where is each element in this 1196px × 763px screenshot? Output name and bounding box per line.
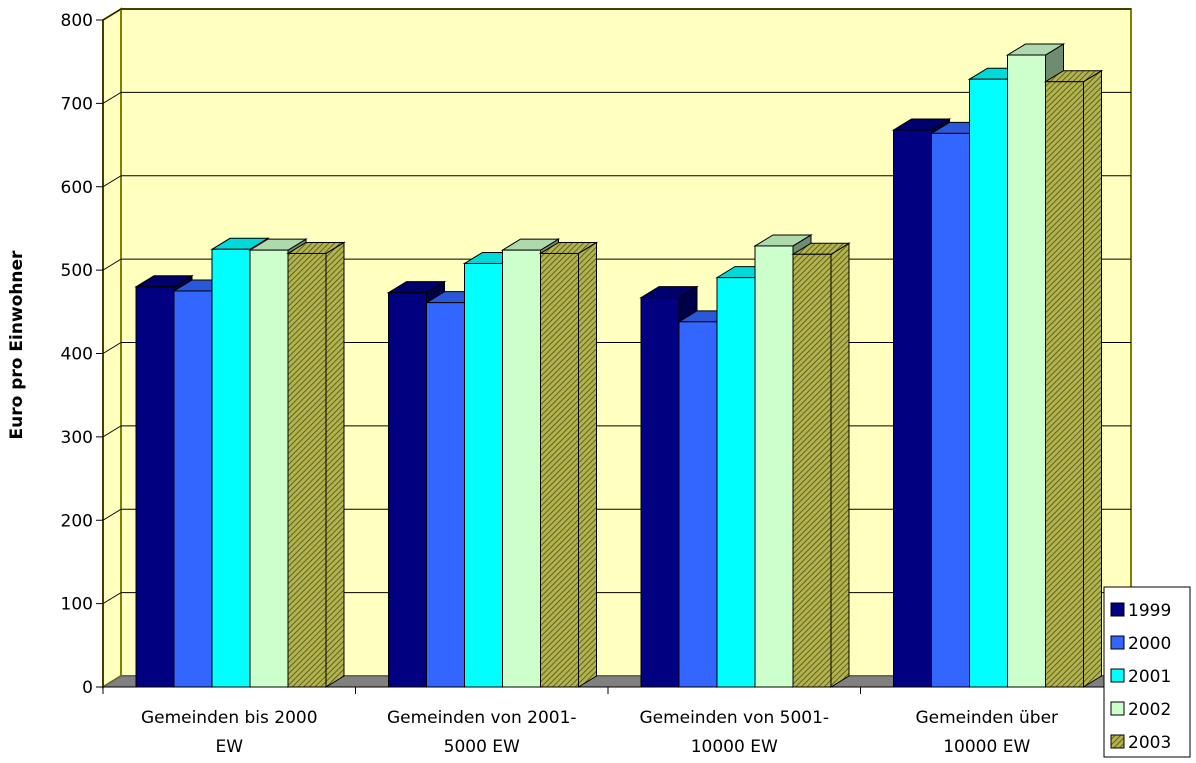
y-tick-label: 300 (61, 428, 93, 448)
bar-front (464, 262, 503, 688)
y-axis-label: Euro pro Einwohner (7, 250, 27, 440)
gridline-side (102, 508, 122, 521)
legend-label: 1999 (1128, 601, 1171, 621)
y-tick-label: 400 (61, 345, 93, 365)
x-category-label: Gemeinden von 2001- (387, 708, 577, 728)
legend-swatch (1110, 668, 1125, 683)
gridline-side (102, 258, 122, 271)
bar-front (754, 245, 794, 688)
legend-label: 2001 (1128, 667, 1171, 687)
legend-swatch (1110, 635, 1125, 650)
y-tick-label: 0 (82, 678, 93, 698)
x-category-labels: Gemeinden bis 2000 EW Gemeinden von 2001- 5… (141, 708, 1058, 757)
gridline-side (102, 8, 122, 21)
bar-front (1007, 54, 1046, 688)
gridline-side (102, 91, 122, 104)
bar-side (1083, 69, 1102, 688)
bar (538, 241, 599, 688)
y-tick-label: 800 (61, 11, 93, 31)
legend-label: 2002 (1128, 700, 1171, 720)
bar-front (388, 292, 427, 688)
gridline-side (102, 175, 122, 188)
bar-front (249, 249, 289, 688)
legend-swatch (1110, 602, 1125, 617)
bar-front (931, 132, 970, 688)
legend-swatch (1110, 701, 1125, 716)
y-tick-labels: 0 100 200 300 400 500 600 700 800 (61, 11, 93, 698)
bar (791, 242, 851, 688)
y-tick-label: 500 (61, 261, 93, 281)
x-category-label: Gemeinden von 5001- (639, 708, 829, 728)
bar-front (426, 302, 465, 688)
y-tick-label: 200 (61, 511, 93, 531)
x-category-label: Gemeinden über (915, 708, 1058, 728)
bar-front (893, 129, 932, 688)
x-category-label: EW (215, 737, 243, 757)
bar-front (135, 286, 175, 688)
bar-front (792, 253, 832, 688)
bar-front (969, 78, 1008, 688)
bar-side (830, 242, 850, 688)
bar-side (325, 241, 345, 688)
bar (286, 241, 346, 688)
bar (1043, 69, 1104, 688)
gridline-side (102, 342, 122, 354)
bar-front (287, 252, 327, 688)
gridline-side (102, 425, 122, 438)
y-tick-label: 600 (61, 178, 93, 198)
bars (134, 43, 1104, 688)
bar-front (716, 277, 756, 688)
bar-front (540, 252, 579, 688)
gridline-side (102, 592, 122, 605)
y-tick-label: 100 (61, 595, 93, 615)
x-category-label: 5000 EW (444, 737, 520, 757)
bar-front (173, 290, 213, 688)
bar-front (678, 321, 718, 688)
legend: 1999 2000 2001 2002 2003 (1103, 586, 1191, 758)
legend-label: 2003 (1128, 733, 1171, 753)
x-category-label: Gemeinden bis 2000 (141, 708, 318, 728)
legend-label: 2000 (1128, 634, 1171, 654)
bar-side (578, 241, 597, 688)
bar-front (1045, 81, 1084, 688)
bar-front (640, 297, 680, 688)
y-tick-label: 700 (61, 94, 93, 114)
legend-swatch (1110, 734, 1125, 749)
bar-front (502, 249, 541, 688)
bar-front (211, 248, 251, 688)
x-category-label: 10000 EW (943, 737, 1030, 757)
x-category-label: 10000 EW (691, 737, 778, 757)
